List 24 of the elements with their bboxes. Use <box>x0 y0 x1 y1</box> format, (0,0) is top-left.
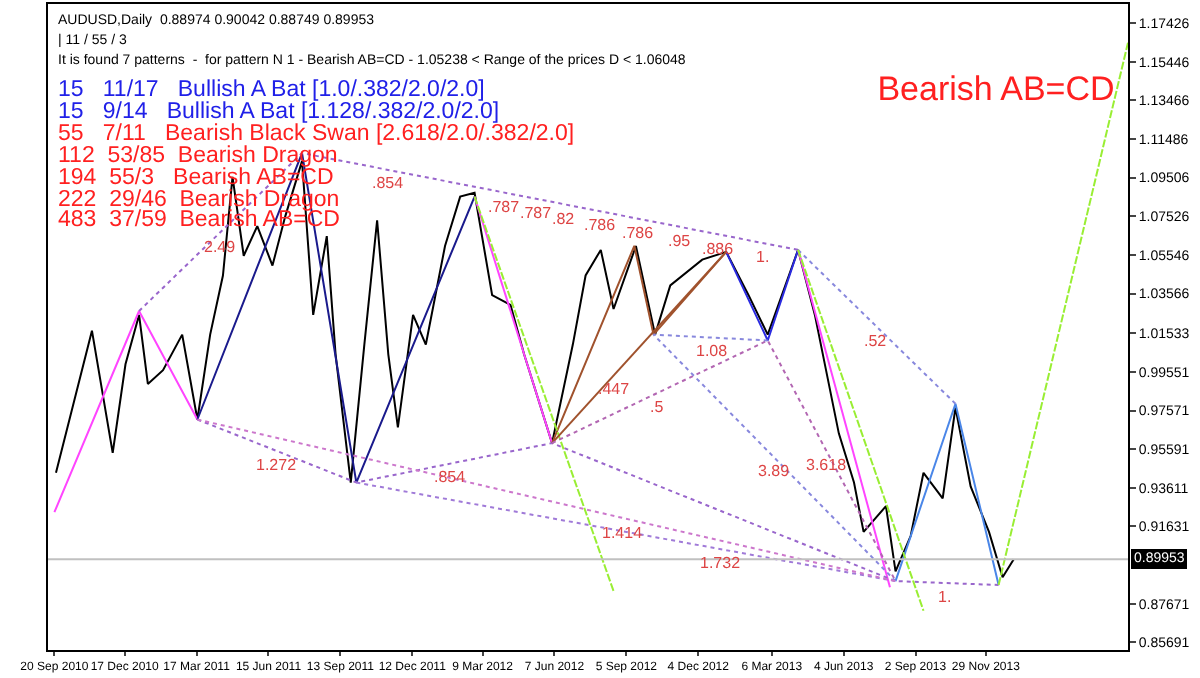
text: Bearish AB=CD <box>877 70 1115 109</box>
annotation: .787 <box>520 204 553 222</box>
annotation: .854 <box>372 174 405 192</box>
annotation: 15 9/14 Bullish A Bat [1.128/.382/2.0/2.0] <box>58 100 500 124</box>
annotation: .854 <box>434 468 467 486</box>
annotation: .52 <box>864 332 888 350</box>
annotation: .5 <box>650 398 665 416</box>
annotation: .786 <box>584 216 617 234</box>
annotation: .447 <box>598 380 631 398</box>
annotation: 1.272 <box>256 456 298 474</box>
annotation: 3.89 <box>758 462 791 480</box>
annotation: .886 <box>702 240 735 258</box>
annotation: 1.414 <box>602 524 644 542</box>
annotation: .95 <box>668 232 692 250</box>
annotation: 1.08 <box>696 342 729 360</box>
annotation: .82 <box>552 210 576 228</box>
annotation: .787 <box>488 198 521 216</box>
annotation: 3.618 <box>806 456 848 474</box>
annotation: 1.732 <box>700 554 742 572</box>
annotation: 1. <box>756 248 770 266</box>
annotation: 15 11/17 Bullish A Bat [1.0/.382/2.0/2.0] <box>58 78 485 102</box>
annotation: 1. <box>938 588 952 606</box>
annotation: .786 <box>622 224 655 242</box>
annotation: 55 7/11 Bearish Black Swan [2.618/2.0/.382/2.0] <box>58 122 575 146</box>
